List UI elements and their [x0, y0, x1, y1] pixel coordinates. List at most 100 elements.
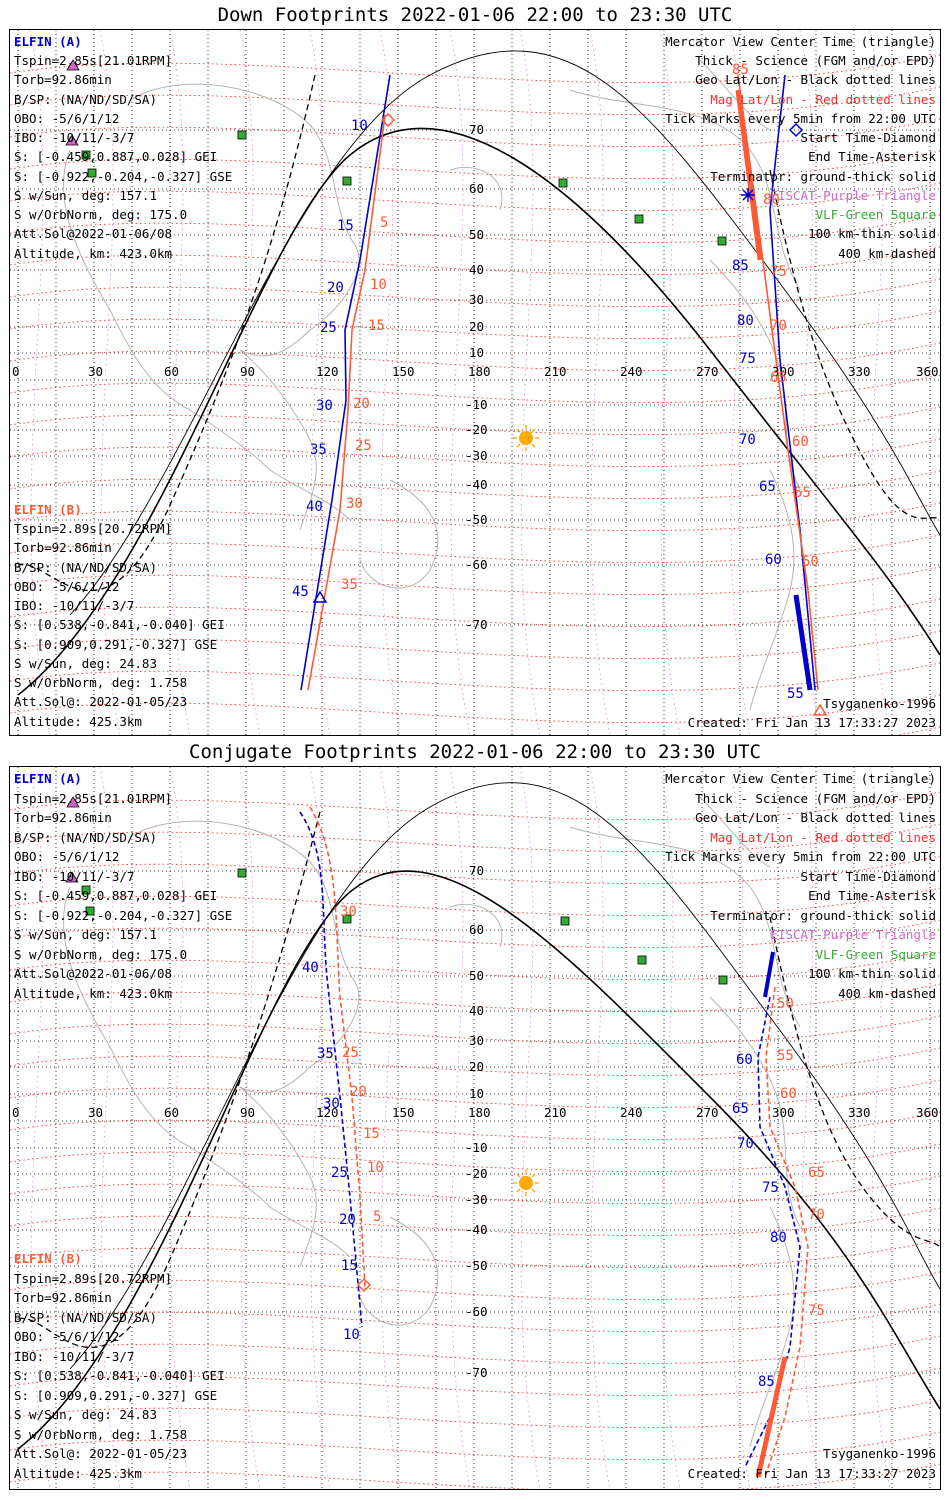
- lat-label: 30: [469, 292, 484, 307]
- elfin-b-line: Altitude: 425.3km: [14, 714, 142, 729]
- start-diamond: [788, 122, 804, 138]
- lon-label: 330: [848, 1105, 871, 1120]
- lon-label: 210: [544, 1105, 567, 1120]
- elfin-a-time-label: 40: [302, 960, 319, 976]
- legend-item: 100 km-thin solid: [808, 966, 936, 981]
- legend-item: 400 km-dashed: [838, 986, 936, 1001]
- elfin-a-time-label: 20: [327, 280, 344, 296]
- legend-item: Terminator: ground-thick solid: [710, 908, 936, 923]
- terminator-ground: [17, 870, 941, 1450]
- elfin-b-line: Att.Sol@: 2022-01-05/23: [14, 694, 187, 709]
- elfin-b-line: B/SP: (NA/ND/SD/SA): [14, 560, 157, 575]
- map-frame-conjugate: 0 30 60 90 120 150 180 210 240 270 300 330 360 70 60 50…: [9, 766, 950, 1493]
- terminator-ground: [17, 127, 941, 696]
- lat-label: -10: [465, 397, 488, 412]
- lat-label: -10: [465, 1140, 488, 1155]
- elfin-b-line: IBO: -10/11/-3/7: [14, 598, 134, 613]
- elfin-b-time-label: 85: [732, 62, 749, 78]
- lat-label: 20: [469, 1059, 484, 1074]
- lon-label: 30: [88, 364, 103, 379]
- axis-labels-down: 0 30 60 90 120 150 180 210 240 270 300 330 360 70 60 50…: [12, 122, 939, 632]
- mag-meridian: [309, 29, 331, 736]
- elfin-a-line: S: [-0.922,-0.204,-0.327] GSE: [14, 169, 232, 184]
- legend-item: Tick Marks every 5min from 22:00 UTC: [665, 111, 936, 126]
- legend-item: Tick Marks every 5min from 22:00 UTC: [665, 849, 936, 864]
- coastline: [569, 89, 801, 291]
- sun-icon: [513, 1170, 539, 1196]
- legend-item: Geo Lat/Lon - Black dotted lines: [695, 72, 936, 87]
- stations-conjugate: [65, 796, 728, 1293]
- coastline: [189, 409, 351, 521]
- lat-label: 70: [469, 122, 484, 137]
- center-triangle: [812, 703, 828, 716]
- lat-label: -50: [465, 512, 488, 527]
- tracks-conjugate: [299, 806, 809, 1478]
- elfin-a-time-label: 75: [762, 1180, 779, 1196]
- tracks-down: [300, 74, 819, 691]
- elfin-b-time-label: 70: [770, 318, 787, 334]
- vlf-station: [81, 885, 91, 895]
- elfin-b-time-label: 25: [355, 438, 372, 454]
- eiscat-station: [66, 59, 80, 71]
- elfin-a-line: Tspin=2.85s[21.01RPM]: [14, 53, 172, 68]
- vlf-station: [237, 868, 247, 878]
- start-diamond: [380, 112, 396, 128]
- lat-label: -60: [465, 557, 488, 572]
- elfin-a-line: Altitude, km: 423.0km: [14, 246, 172, 261]
- elfin-a-time-label: 70: [739, 432, 756, 448]
- lon-label: 30: [88, 1105, 103, 1120]
- elfin-b-line: B/SP: (NA/ND/SD/SA): [14, 1310, 157, 1325]
- elfin-a-time-label: 60: [765, 552, 782, 568]
- mag-meridian: [519, 766, 541, 1490]
- mag-meridian: [519, 29, 541, 736]
- lon-label: 120: [316, 364, 339, 379]
- terminator-400km: [769, 169, 941, 521]
- legend-item: EISCAT-Purple Triangle: [770, 188, 936, 203]
- terminator-400km: [17, 74, 316, 592]
- elfin-b-line: Att.Sol@: 2022-01-05/23: [14, 1446, 187, 1461]
- elfin-a-line: Altitude, km: 423.0km: [14, 986, 172, 1001]
- vlf-station: [560, 916, 570, 926]
- elfin-a-line: S w/OrbNorm, deg: 175.0: [14, 947, 187, 962]
- elfin-a-header: ELFIN (A): [14, 771, 82, 786]
- elfin-b-science: [755, 1356, 788, 1478]
- elfin-b-time-label: 15: [363, 1126, 380, 1142]
- lon-label: 150: [392, 364, 415, 379]
- legend-item: Mercator View Center Time (triangle): [665, 34, 936, 49]
- vlf-station: [637, 955, 647, 965]
- elfin-b-time-label: 50: [802, 554, 819, 570]
- elfin-a-time-label: 75: [739, 351, 756, 367]
- elfin-a-time-label: 45: [292, 584, 309, 600]
- legend-item: Start Time-Diamond: [801, 130, 936, 145]
- vlf-station: [342, 914, 352, 924]
- coastline: [749, 1206, 795, 1448]
- elfin-a-time-label: 35: [310, 442, 327, 458]
- lat-label: -40: [465, 477, 488, 492]
- legend-item: End Time-Asterisk: [808, 888, 936, 903]
- lon-label: 0: [12, 364, 20, 379]
- elfin-a-line: IBO: -10/11/-3/7: [14, 130, 134, 145]
- elfin-b-line: S: [0.909,0.291,-0.327] GSE: [14, 1388, 217, 1403]
- elfin-b-track: [764, 986, 809, 1478]
- elfin-b-track: [309, 806, 366, 1288]
- lat-label: -20: [465, 422, 488, 437]
- elfin-b-header: ELFIN (B): [14, 1251, 82, 1266]
- elfin-b-line: Tspin=2.89s[20.72RPM]: [14, 1271, 172, 1286]
- elfin-a-track: [769, 74, 816, 691]
- elfin-a-science: [763, 951, 775, 998]
- model-label: Tsyganenko-1996: [823, 696, 936, 711]
- elfin-a-time-label: 15: [341, 1258, 358, 1274]
- lon-label: 90: [240, 1105, 255, 1120]
- elfin-a-line: S: [-0.459,0.887,0.028] GEI: [14, 149, 217, 164]
- vlf-station: [342, 176, 352, 186]
- elfin-b-line: OBO: -5/6/1/12: [14, 1329, 119, 1344]
- elfin-a-line: OBO: -5/6/1/12: [14, 849, 119, 864]
- elfin-b-time-label: 60: [792, 434, 809, 450]
- lon-label: 210: [544, 364, 567, 379]
- vlf-station: [634, 214, 644, 224]
- coastline: [569, 826, 801, 1028]
- elfin-a-time-label: 40: [306, 499, 323, 515]
- elfin-a-line: Torb=92.86min: [14, 72, 112, 87]
- elfin-b-time-label: 10: [367, 1160, 384, 1176]
- elfin-b-line: IBO: -10/11/-3/7: [14, 1349, 134, 1364]
